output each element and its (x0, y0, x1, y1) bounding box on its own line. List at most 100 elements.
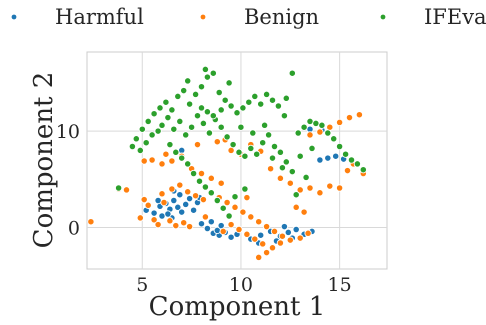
data-point (184, 160, 192, 168)
data-point (262, 90, 271, 99)
data-point (197, 220, 206, 228)
legend-marker (200, 14, 206, 20)
data-point (259, 139, 267, 147)
data-point (213, 196, 221, 205)
data-point (355, 111, 364, 119)
data-point (172, 221, 180, 230)
data-point (162, 98, 170, 106)
data-point (217, 179, 225, 187)
data-point (304, 229, 312, 237)
data-point (203, 224, 212, 233)
data-point (282, 158, 290, 166)
data-point (164, 210, 172, 218)
data-point (217, 123, 225, 131)
data-point (306, 184, 314, 192)
data-point (260, 121, 269, 129)
data-point (316, 189, 324, 197)
legend-item-ifeval: IFEval (380, 5, 486, 29)
data-point (201, 213, 210, 221)
data-point (148, 131, 156, 139)
data-point (197, 104, 206, 112)
data-point (292, 203, 300, 211)
y-tick-labels: 0 10 (56, 121, 80, 239)
data-point (158, 160, 166, 168)
points (87, 65, 367, 262)
data-point (332, 152, 340, 160)
legend-item-harmful: Harmful (11, 5, 144, 29)
data-point (193, 140, 202, 149)
data-point (122, 186, 131, 194)
data-point (199, 195, 208, 204)
data-point (231, 193, 239, 201)
data-point (162, 150, 170, 158)
data-point (156, 104, 164, 112)
data-point (335, 184, 344, 192)
legend-marker (11, 14, 17, 20)
x-tick-labels: 5 10 15 (136, 274, 352, 296)
data-point (148, 156, 156, 164)
data-point (185, 100, 194, 108)
data-point (221, 96, 229, 104)
data-point (184, 77, 192, 85)
data-point (178, 208, 186, 216)
data-point (306, 117, 314, 126)
data-point (170, 125, 178, 133)
data-point (347, 156, 356, 164)
data-point (341, 150, 350, 158)
data-point (182, 200, 190, 209)
data-point (276, 239, 285, 247)
data-point (268, 154, 277, 162)
data-point (253, 150, 261, 158)
data-point (140, 157, 148, 165)
data-point (128, 142, 137, 151)
data-point (249, 129, 257, 137)
data-point (245, 98, 253, 106)
legend-item-benign: Benign (200, 5, 319, 29)
data-point (251, 235, 259, 243)
data-point (136, 146, 144, 155)
data-point (201, 65, 210, 74)
data-point (197, 169, 206, 178)
data-point (286, 236, 294, 244)
data-point (280, 112, 289, 120)
data-point (227, 233, 235, 241)
data-point (150, 216, 158, 224)
data-point (286, 179, 294, 187)
data-point (330, 135, 338, 143)
data-point (166, 217, 174, 225)
data-point (278, 164, 287, 172)
legend: Harmful Benign IFEval (11, 5, 486, 29)
data-point (270, 227, 279, 236)
data-point (276, 148, 285, 156)
data-point (197, 83, 206, 91)
data-point (187, 123, 196, 131)
data-point (284, 228, 292, 237)
data-point (296, 186, 304, 194)
data-point (359, 166, 367, 174)
data-point (266, 165, 275, 173)
data-point (223, 198, 231, 207)
data-point (195, 177, 204, 185)
data-point (144, 117, 152, 126)
data-point (255, 253, 263, 262)
data-point (243, 193, 251, 202)
data-point (160, 198, 168, 207)
data-point (241, 185, 249, 193)
data-point (276, 174, 285, 182)
x-tick-label: 5 (136, 274, 148, 296)
data-point (158, 121, 166, 129)
data-point (185, 222, 194, 231)
legend-marker (380, 14, 386, 20)
data-point (207, 218, 215, 226)
data-point (180, 86, 188, 95)
data-point (264, 131, 273, 139)
data-point (227, 220, 235, 229)
data-point (158, 212, 166, 220)
data-point (296, 152, 304, 160)
data-point (132, 135, 140, 143)
data-point (158, 190, 166, 198)
data-point (219, 227, 227, 236)
data-point (239, 104, 247, 112)
data-point (185, 194, 194, 203)
data-point (191, 192, 200, 200)
